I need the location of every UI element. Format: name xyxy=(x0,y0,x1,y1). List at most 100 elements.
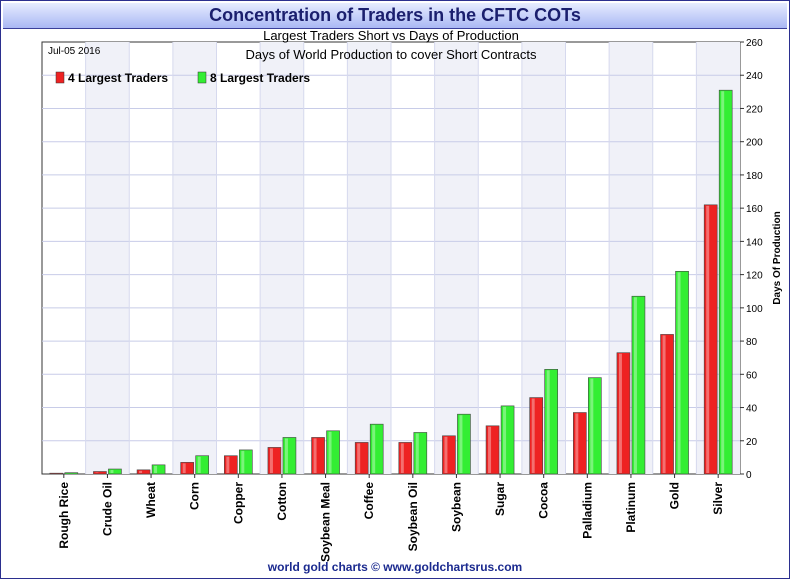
bar-highlight xyxy=(662,335,666,473)
y-tick-label: 80 xyxy=(746,337,758,348)
bar-highlight xyxy=(357,443,361,473)
y-axis-ticks: 0 20 40 60 80 100 120 140 160 180 200 220 240 260 xyxy=(740,38,763,481)
bar-highlight xyxy=(531,398,535,473)
bar-4-largest-soybean xyxy=(442,435,456,475)
x-tick-label: Wheat xyxy=(144,482,158,518)
x-tick-label: Soybean xyxy=(449,482,463,532)
x-tick-label: Rough Rice xyxy=(57,482,71,549)
bar-highlight xyxy=(139,470,143,473)
bar-4-largest-sugar xyxy=(485,425,500,475)
bar-highlight xyxy=(415,433,419,473)
y-axis-label: Days Of Production xyxy=(772,211,783,304)
column-band xyxy=(347,42,391,474)
bar-highlight xyxy=(575,413,579,473)
bar-4-largest-palladium xyxy=(573,412,587,475)
bar-8-largest-wheat xyxy=(151,464,166,475)
x-tick-label: Corn xyxy=(188,482,202,510)
bar-highlight xyxy=(154,465,158,473)
bar-8-largest-cotton xyxy=(282,437,297,475)
column-band xyxy=(696,42,740,474)
bar-4-largest-rough-rice xyxy=(49,472,64,475)
y-tick-label: 200 xyxy=(746,138,763,149)
legend-swatch-8-largest xyxy=(197,71,207,84)
y-tick-label: 60 xyxy=(746,370,758,381)
bar-highlight xyxy=(226,456,230,473)
y-tick-label: 120 xyxy=(746,271,763,282)
bar-8-largest-palladium xyxy=(588,377,602,475)
bar-8-largest-gold xyxy=(675,270,689,475)
bar-highlight xyxy=(182,463,186,473)
bar-4-largest-silver xyxy=(703,204,718,475)
x-tick-label: Gold xyxy=(668,482,682,509)
x-tick-label: Copper xyxy=(231,482,245,524)
bar-8-largest-crude-oil xyxy=(108,468,122,475)
date-label: Jul-05 2016 xyxy=(48,46,101,57)
bar-4-largest-gold xyxy=(660,334,674,475)
bar-4-largest-soybean-oil xyxy=(398,442,413,475)
bar-4-largest-soybean-meal xyxy=(311,437,325,475)
x-tick-label: Palladium xyxy=(580,482,594,539)
bar-highlight xyxy=(618,353,622,473)
bar-highlight xyxy=(284,438,288,473)
y-tick-label: 180 xyxy=(746,171,763,182)
bar-8-largest-cocoa xyxy=(544,369,558,475)
bar-8-largest-soybean-oil xyxy=(413,432,428,475)
bar-8-largest-sugar xyxy=(500,405,515,475)
bar-4-largest-cotton xyxy=(267,447,282,475)
y-tick-label: 140 xyxy=(746,237,763,248)
bar-highlight xyxy=(459,415,463,473)
x-tick-label: Platinum xyxy=(624,482,638,533)
bar-8-largest-soybean xyxy=(457,413,471,475)
footer-credit: world gold charts © www.goldchartsrus.co… xyxy=(267,560,523,574)
column-band xyxy=(260,42,304,474)
column-shading xyxy=(85,42,740,474)
x-tick-label: Crude Oil xyxy=(100,482,114,536)
bar-highlight xyxy=(633,297,637,473)
bar-highlight xyxy=(241,450,245,473)
bar-highlight xyxy=(400,443,404,473)
legend-label-8-largest: 8 Largest Traders xyxy=(210,71,310,85)
chart-subtitle: Days of World Production to cover Short … xyxy=(246,47,537,62)
y-tick-label: 40 xyxy=(746,404,758,415)
bar-highlight xyxy=(372,425,376,473)
x-tick-label: Cotton xyxy=(275,482,289,521)
grid-lines xyxy=(42,42,740,474)
y-tick-label: 260 xyxy=(746,38,763,49)
bar-8-largest-rough-rice xyxy=(64,472,79,475)
y-tick-label: 160 xyxy=(746,204,763,215)
y-tick-label: 100 xyxy=(746,304,763,315)
x-tick-label: Soybean Meal xyxy=(319,482,333,562)
column-band xyxy=(85,42,130,474)
x-tick-label: Sugar xyxy=(493,482,507,516)
bar-highlight xyxy=(269,448,273,473)
bar-highlight xyxy=(706,205,710,474)
x-axis-labels: Rough Rice Crude Oil Wheat Corn Copper Cotton… xyxy=(57,474,725,562)
bar-4-largest-crude-oil xyxy=(93,471,107,475)
bar-8-largest-coffee xyxy=(369,423,384,475)
bar-highlight xyxy=(677,272,681,473)
bar-4-largest-copper xyxy=(224,455,238,475)
bar-highlight xyxy=(197,456,201,473)
bar-highlight xyxy=(590,378,594,473)
y-tick-label: 0 xyxy=(746,470,752,481)
x-tick-label: Silver xyxy=(711,482,725,515)
bar-highlight xyxy=(313,438,317,473)
bar-4-largest-cocoa xyxy=(529,397,543,475)
bar-4-largest-corn xyxy=(180,462,194,475)
bar-highlight xyxy=(328,431,332,473)
bar-8-largest-corn xyxy=(195,455,209,475)
page-title: Concentration of Traders in the CFTC COT… xyxy=(3,3,787,29)
bar-4-largest-platinum xyxy=(616,352,631,475)
bar-highlight xyxy=(110,470,114,473)
y-tick-label: 240 xyxy=(746,71,763,82)
bar-4-largest-coffee xyxy=(354,442,369,475)
bars xyxy=(49,89,733,475)
bar-8-largest-soybean-meal xyxy=(326,430,340,475)
x-tick-label: Cocoa xyxy=(537,482,551,519)
column-band xyxy=(172,42,217,474)
column-band xyxy=(609,42,653,474)
bar-highlight xyxy=(721,91,725,473)
legend-swatch-4-largest xyxy=(55,71,65,84)
bar-highlight xyxy=(546,370,550,473)
